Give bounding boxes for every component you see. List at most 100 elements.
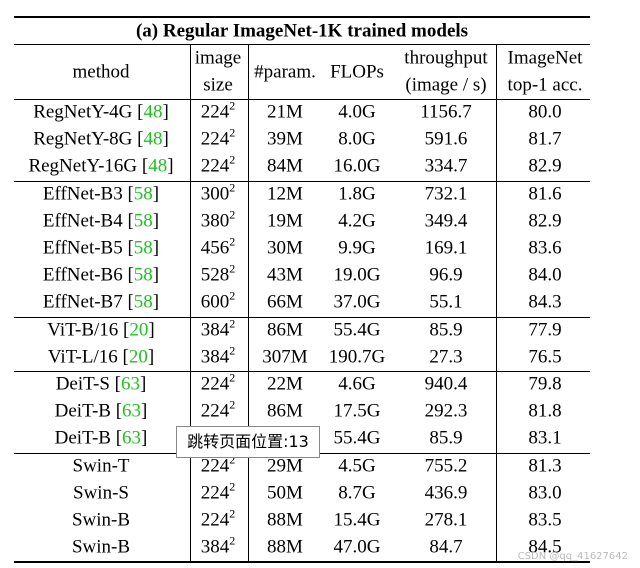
citation: 58 [133,237,153,259]
params-cell: 88M [267,536,303,558]
method-name: Swin-S [73,482,129,504]
image-size-exponent: 2 [229,234,236,249]
acc-cell: 77.9 [528,319,562,341]
acc-cell: 83.6 [528,237,562,259]
acc-cell: 79.8 [528,373,562,395]
flops-cell: 55.4G [333,319,381,341]
flops-cell: 4.6G [338,373,376,395]
image-size-exponent: 2 [229,261,236,276]
acc-cell: 84.3 [528,291,562,313]
params-cell: 84M [267,155,303,177]
method-name: RegNetY-8G [33,128,133,150]
bracket: ] [141,400,148,422]
header-cell: size [203,74,233,96]
header-cell: method [72,61,130,83]
method-cell: EffNet-B3 [58] [43,184,159,203]
params-cell: 39M [267,128,303,150]
header-cell: FLOPs [330,61,384,83]
image-size: 528 [200,264,230,286]
flops-cell: 37.0G [333,291,381,313]
image-size-exponent: 2 [229,288,236,303]
throughput-cell: 85.9 [429,427,463,449]
bracket: [ [127,210,134,232]
params-cell: 22M [267,373,303,395]
flops-cell: 8.0G [338,128,376,150]
throughput-cell: 732.1 [424,183,468,205]
image-size: 456 [200,237,230,259]
bracket: [ [122,346,129,368]
flops-cell: 1.8G [338,183,376,205]
citation: 48 [143,128,163,150]
method-name: EffNet-B7 [42,291,123,313]
method-name: EffNet-B6 [42,264,123,286]
bracket: ] [141,427,148,449]
method-name: RegNetY-4G [33,101,133,123]
citation: 63 [122,400,142,422]
bracket: ] [167,155,174,177]
citation: 20 [129,319,149,341]
citation: 63 [120,373,140,395]
image-size-exponent: 2 [229,316,236,331]
bottom-rule [14,561,590,563]
image-size-cell: 4562 [200,236,236,259]
acc-cell: 81.6 [528,183,562,205]
acc-cell: 82.9 [528,210,562,232]
throughput-cell: 1156.7 [420,101,472,123]
image-size: 224 [200,128,230,150]
header-cell: ImageNet [507,47,583,69]
method-cell: Swin-T [73,456,130,475]
throughput-cell: 55.1 [429,291,463,313]
params-cell: 66M [267,291,303,313]
header-cell: top-1 acc. [507,74,583,96]
image-size-cell: 2242 [200,480,236,504]
method-name: Swin-T [72,455,130,477]
method-cell: RegNetY-16G [48] [28,157,173,176]
image-size: 300 [200,183,230,205]
method-name: ViT-L/16 [47,346,118,368]
citation: 63 [122,427,142,449]
acc-cell: 84.0 [528,264,562,286]
acc-cell: 83.1 [528,427,562,449]
method-name: RegNetY-16G [28,155,138,177]
throughput-cell: 278.1 [424,509,468,531]
image-size-exponent: 2 [229,343,236,358]
image-size-cell: 3802 [201,208,236,230]
method-cell: DeiT-S [63] [56,375,147,394]
image-size-exponent: 2 [229,397,236,412]
throughput-cell: 334.7 [424,155,468,177]
params-cell: 86M [267,319,303,341]
image-size: 384 [200,536,230,558]
flops-cell: 47.0G [333,536,381,558]
throughput-cell: 169.1 [424,237,468,259]
flops-cell: 4.2G [338,210,376,232]
image-size: 224 [200,482,230,504]
flops-cell: 4.5G [338,455,376,477]
header-rule [14,99,590,100]
params-cell: 43M [267,264,303,286]
image-size-cell: 2242 [201,399,236,421]
flops-cell: 19.0G [333,264,381,286]
image-size-exponent: 2 [229,125,236,140]
image-size-exponent: 2 [229,180,236,195]
acc-cell: 83.0 [528,482,562,504]
method-cell: Swin-B [72,538,130,557]
bracket: [ [127,264,134,286]
image-size-cell: 2242 [201,154,236,176]
throughput-cell: 436.9 [424,482,468,504]
acc-cell: 80.0 [528,101,562,123]
flops-cell: 55.4G [333,427,381,449]
tooltip[interactable]: 跳转页面位置:13 [176,426,320,458]
bracket: [ [141,155,149,177]
acc-cell: 83.5 [528,509,562,531]
flops-cell: 8.7G [338,482,376,504]
header-cell: (image / s) [405,74,487,96]
method-cell: ViT-L/16 [20] [48,347,154,366]
acc-cell: 81.8 [528,400,562,422]
method-name: DeiT-B [54,427,111,449]
method-cell: DeiT-B [63] [55,429,148,448]
image-size-cell: 2242 [201,100,236,122]
image-size-exponent: 2 [229,207,236,222]
watermark: CSDN @qq_41627642 [517,551,628,562]
citation: 58 [133,291,153,313]
bracket: ] [152,264,160,286]
